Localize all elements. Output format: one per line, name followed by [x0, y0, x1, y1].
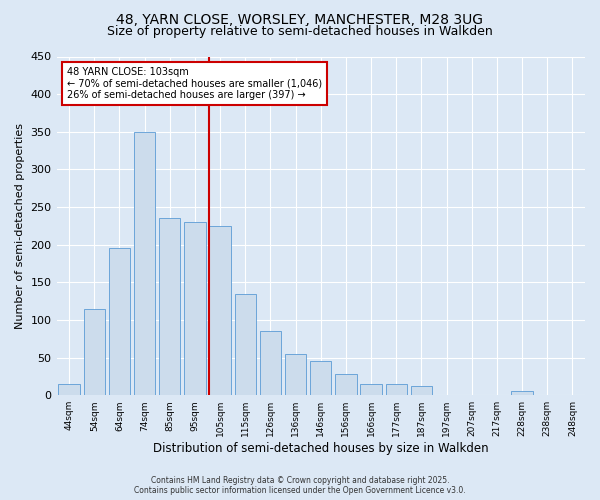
X-axis label: Distribution of semi-detached houses by size in Walkden: Distribution of semi-detached houses by … [153, 442, 488, 455]
Bar [184, 222, 206, 395]
Bar [109, 248, 130, 395]
Bar [134, 132, 155, 395]
Bar [411, 386, 432, 395]
Bar [386, 384, 407, 395]
Bar [235, 294, 256, 395]
Bar [260, 331, 281, 395]
Bar [335, 374, 356, 395]
Text: Contains HM Land Registry data © Crown copyright and database right 2025.
Contai: Contains HM Land Registry data © Crown c… [134, 476, 466, 495]
Text: 48, YARN CLOSE, WORSLEY, MANCHESTER, M28 3UG: 48, YARN CLOSE, WORSLEY, MANCHESTER, M28… [116, 12, 484, 26]
Bar [285, 354, 307, 395]
Bar [209, 226, 231, 395]
Text: 48 YARN CLOSE: 103sqm
← 70% of semi-detached houses are smaller (1,046)
26% of s: 48 YARN CLOSE: 103sqm ← 70% of semi-deta… [67, 66, 322, 100]
Bar [58, 384, 80, 395]
Text: Size of property relative to semi-detached houses in Walkden: Size of property relative to semi-detach… [107, 25, 493, 38]
Bar [511, 392, 533, 395]
Y-axis label: Number of semi-detached properties: Number of semi-detached properties [15, 123, 25, 329]
Bar [159, 218, 181, 395]
Bar [361, 384, 382, 395]
Bar [83, 308, 105, 395]
Bar [310, 362, 331, 395]
